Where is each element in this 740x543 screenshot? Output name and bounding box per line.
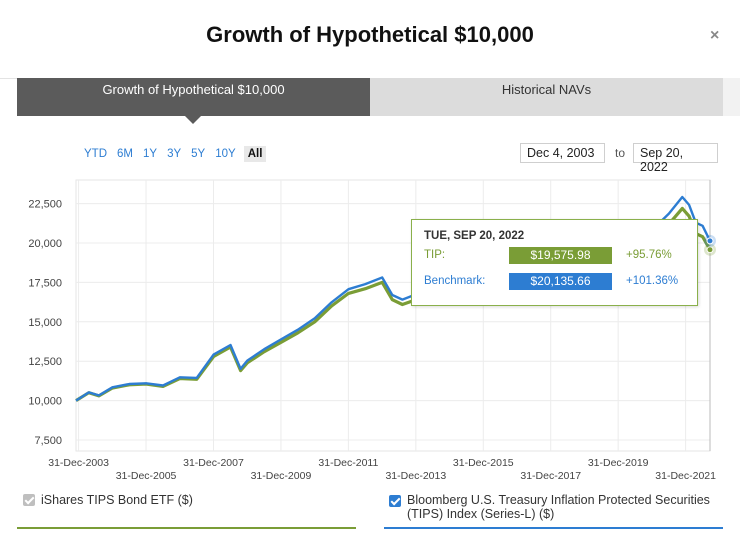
x-tick-label: 31-Dec-2009 bbox=[251, 470, 312, 482]
period-ytd[interactable]: YTD bbox=[84, 148, 107, 160]
tab-strip-edge bbox=[723, 78, 740, 116]
tab-historical-navs-label: Historical NAVs bbox=[501, 82, 592, 97]
tab-growth-label: Growth of Hypothetical $10,000 bbox=[102, 82, 285, 97]
y-tick-label: 20,000 bbox=[28, 238, 62, 250]
x-tick-label: 31-Dec-2003 bbox=[48, 457, 109, 469]
y-tick-label: 12,500 bbox=[28, 356, 62, 368]
x-tick-label: 31-Dec-2015 bbox=[453, 457, 514, 469]
modal-title: Growth of Hypothetical $10,000 bbox=[206, 22, 534, 47]
active-tab-pointer bbox=[185, 116, 201, 124]
legend-benchmark-label: Bloomberg U.S. Treasury Inflation Protec… bbox=[407, 493, 710, 521]
x-tick-label: 31-Dec-2005 bbox=[116, 470, 177, 482]
legend-tip-label: iShares TIPS Bond ETF ($) bbox=[41, 493, 193, 507]
tab-growth[interactable]: Growth of Hypothetical $10,000 bbox=[17, 78, 370, 124]
period-10y[interactable]: 10Y bbox=[215, 148, 236, 160]
tooltip-benchmark-change: +101.36% bbox=[626, 275, 679, 287]
chart-tooltip: TUE, SEP 20, 2022 TIP: $19,575.98 +95.76… bbox=[411, 219, 698, 306]
legend-benchmark[interactable]: Bloomberg U.S. Treasury Inflation Protec… bbox=[389, 493, 719, 521]
y-tick-label: 17,500 bbox=[28, 277, 62, 289]
end-date-input[interactable]: Sep 20, 2022 bbox=[633, 143, 718, 174]
legend-benchmark-underline bbox=[384, 527, 723, 529]
tooltip-tip-label: TIP: bbox=[424, 249, 446, 261]
tooltip-tip-value: $19,575.98 bbox=[509, 247, 612, 264]
y-tick-label: 15,000 bbox=[28, 317, 62, 329]
legend-benchmark-checkbox[interactable] bbox=[389, 495, 401, 507]
hover-point-tip bbox=[706, 246, 714, 254]
period-all[interactable]: All bbox=[243, 146, 267, 162]
period-selector: YTD 6M 1Y 3Y 5Y 10Y All bbox=[82, 146, 267, 162]
x-tick-label: 31-Dec-2011 bbox=[318, 457, 378, 469]
tooltip-benchmark-label: Benchmark: bbox=[424, 275, 486, 287]
tooltip-tip-change: +95.76% bbox=[626, 249, 672, 261]
y-tick-label: 10,000 bbox=[28, 396, 62, 408]
period-6m[interactable]: 6M bbox=[117, 148, 133, 160]
x-tick-label: 31-Dec-2021 bbox=[655, 470, 716, 482]
growth-chart: 7,500 10,000 12,500 15,000 17,500 20,000 22,50… bbox=[28, 179, 716, 482]
hover-point-benchmark bbox=[706, 237, 714, 245]
period-1y[interactable]: 1Y bbox=[142, 148, 158, 160]
x-tick-label: 31-Dec-2007 bbox=[183, 457, 244, 469]
close-icon[interactable]: × bbox=[710, 27, 720, 44]
start-date-input[interactable]: Dec 4, 2003 bbox=[520, 143, 605, 163]
x-tick-label: 31-Dec-2013 bbox=[385, 470, 446, 482]
y-tick-label: 22,500 bbox=[28, 199, 62, 211]
tooltip-date: TUE, SEP 20, 2022 bbox=[424, 230, 525, 242]
tooltip-benchmark-value: $20,135.66 bbox=[509, 273, 612, 290]
legend-tip-underline bbox=[17, 527, 356, 529]
x-tick-label: 31-Dec-2017 bbox=[520, 470, 581, 482]
period-3y[interactable]: 3Y bbox=[167, 148, 182, 160]
tab-historical-navs[interactable]: Historical NAVs bbox=[370, 78, 723, 116]
legend-tip-checkbox[interactable] bbox=[23, 494, 35, 506]
period-5y[interactable]: 5Y bbox=[191, 148, 206, 160]
date-range-separator: to bbox=[615, 146, 626, 160]
legend-tip[interactable]: iShares TIPS Bond ETF ($) bbox=[23, 493, 193, 507]
y-tick-label: 7,500 bbox=[34, 435, 62, 447]
x-tick-label: 31-Dec-2019 bbox=[588, 457, 649, 469]
